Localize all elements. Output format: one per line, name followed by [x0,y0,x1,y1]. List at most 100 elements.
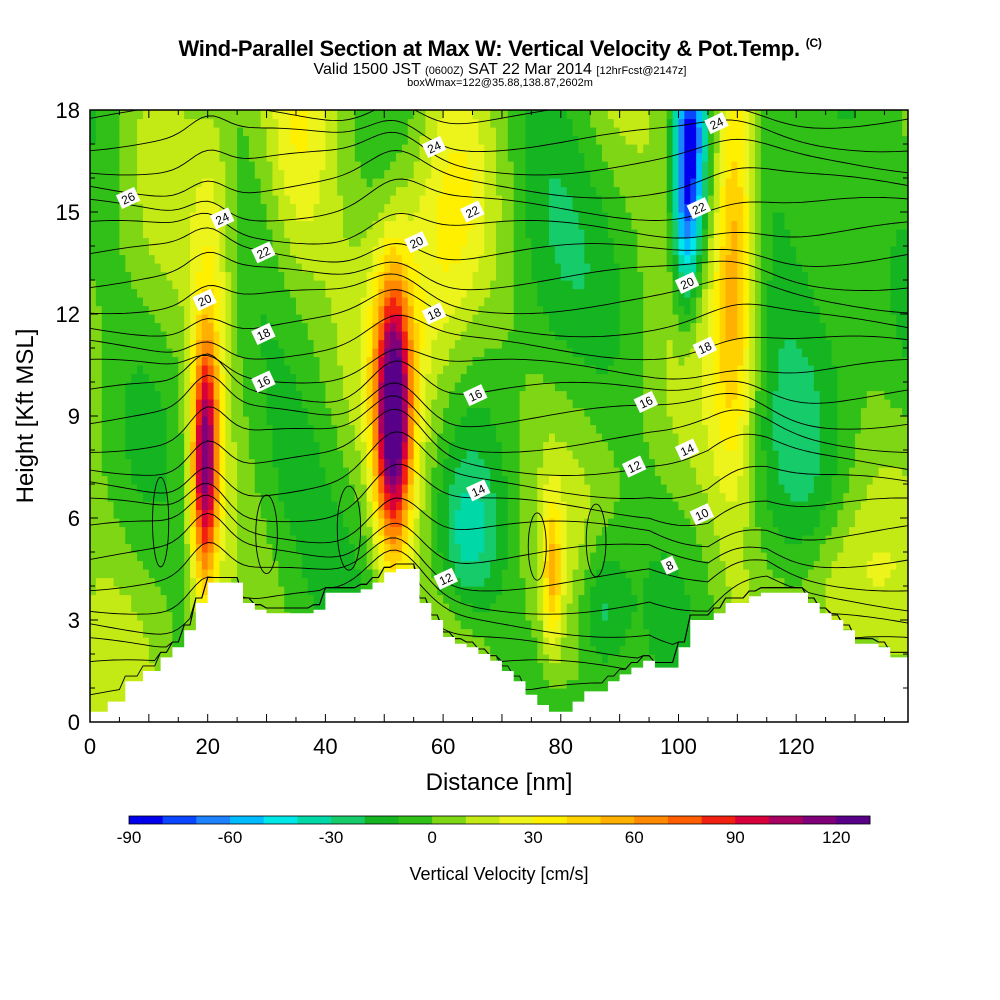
velocity-cell [90,509,97,519]
velocity-cell [313,475,321,485]
velocity-cell [572,586,580,596]
velocity-cell [278,586,285,596]
velocity-cell [725,433,733,443]
velocity-cell [443,450,450,460]
velocity-cell [525,611,532,621]
velocity-cell [525,603,532,613]
velocity-cell [896,484,903,494]
velocity-cell [407,492,415,502]
velocity-cell [125,458,132,468]
velocity-cell [519,467,527,477]
velocity-cell [766,560,774,570]
velocity-cell [260,535,268,545]
velocity-cell [166,416,173,426]
velocity-cell [307,518,315,528]
velocity-cell [225,518,232,528]
velocity-cell [125,441,132,451]
velocity-cell [772,577,780,587]
velocity-cell [596,671,603,681]
velocity-cell [725,526,733,536]
velocity-cell [766,577,774,587]
velocity-cell [490,603,497,613]
velocity-cell [90,654,97,664]
velocity-cell [684,620,691,630]
velocity-cell [637,441,644,451]
velocity-cell [643,492,650,502]
velocity-cell [95,586,103,596]
velocity-cell [401,543,409,553]
velocity-cell [325,492,332,502]
velocity-cell [590,645,597,655]
velocity-cell [649,603,656,613]
velocity-cell [384,467,391,477]
velocity-cell [849,594,856,604]
velocity-cell [419,577,427,587]
velocity-cell [737,475,744,485]
velocity-cell [637,416,644,426]
velocity-cell [737,458,744,468]
velocity-cell [590,671,597,681]
velocity-cell [619,509,627,519]
velocity-cell [572,696,580,706]
velocity-cell [531,458,538,468]
velocity-cell [272,518,279,528]
velocity-cell [896,492,903,502]
velocity-cell [125,671,132,681]
velocity-cell [619,535,627,545]
velocity-cell [513,560,521,570]
velocity-cell [613,424,621,434]
velocity-cell [260,594,268,604]
velocity-cell [443,441,450,451]
velocity-cell [125,518,132,528]
velocity-cell [896,645,903,655]
velocity-cell [207,467,215,477]
velocity-cell [554,552,562,562]
velocity-cell [625,637,633,647]
velocity-cell [672,586,680,596]
velocity-cell [431,586,438,596]
velocity-cell [142,560,150,570]
velocity-cell [619,569,627,579]
velocity-cell [843,586,850,596]
velocity-cell [566,611,574,621]
velocity-cell [554,467,562,477]
velocity-cell [290,594,297,604]
velocity-cell [690,603,697,613]
velocity-cell [601,424,609,434]
velocity-cell [166,458,173,468]
velocity-cell [772,433,780,443]
velocity-cell [643,569,650,579]
velocity-cell [519,424,527,434]
velocity-cell [596,509,603,519]
velocity-cell [743,552,750,562]
velocity-cell [360,475,368,485]
velocity-cell [772,416,780,426]
velocity-cell [896,603,903,613]
velocity-cell [443,433,450,443]
velocity-cell [101,679,109,689]
velocity-cell [243,569,250,579]
velocity-cell [131,645,138,655]
velocity-cell [343,433,350,443]
velocity-cell [719,603,727,613]
velocity-cell [219,450,226,460]
velocity-cell [125,569,132,579]
velocity-cell [490,458,497,468]
velocity-cell [295,603,303,613]
velocity-cell [537,518,544,528]
velocity-cell [101,509,109,519]
velocity-cell [749,552,756,562]
velocity-cell [437,484,444,494]
velocity-cell [125,611,132,621]
velocity-cell [325,501,332,511]
velocity-cell [584,526,591,536]
velocity-cell [501,637,509,647]
velocity-cell [390,416,397,426]
velocity-cell [649,458,656,468]
velocity-cell [654,526,662,536]
velocity-cell [560,662,568,672]
velocity-cell [855,450,862,460]
velocity-cell [107,526,115,536]
velocity-cell [125,433,132,443]
velocity-cell [584,484,591,494]
